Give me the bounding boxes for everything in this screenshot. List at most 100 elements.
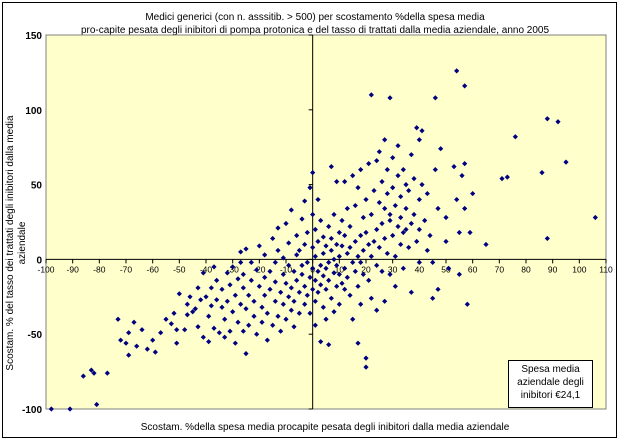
data-point — [248, 277, 254, 283]
data-point — [144, 346, 150, 352]
x-tick-label: -40 — [200, 264, 213, 274]
data-point — [291, 298, 297, 304]
data-point — [360, 271, 366, 277]
data-point — [379, 268, 385, 274]
data-point — [555, 119, 561, 125]
data-point — [323, 243, 329, 249]
data-point — [499, 176, 505, 182]
data-point — [336, 271, 342, 277]
data-point — [243, 246, 249, 252]
data-point — [307, 184, 313, 191]
data-point — [262, 292, 268, 298]
data-point — [267, 286, 273, 292]
data-point — [563, 159, 569, 165]
data-point — [424, 190, 430, 197]
data-point — [592, 214, 598, 221]
y-axis-label-line2: aziendale — [17, 221, 28, 264]
data-point — [184, 312, 190, 318]
data-point — [230, 264, 236, 270]
data-point — [422, 217, 428, 224]
data-point — [432, 95, 438, 101]
data-point — [232, 292, 238, 298]
data-point — [539, 170, 545, 176]
data-point — [224, 298, 230, 304]
data-point — [312, 298, 318, 304]
data-point — [174, 327, 180, 333]
data-point — [280, 271, 286, 277]
data-point — [408, 220, 414, 227]
data-point — [318, 282, 324, 288]
data-point — [416, 259, 422, 265]
data-point — [376, 149, 382, 155]
data-point — [342, 232, 348, 239]
data-point — [382, 205, 388, 212]
data-point — [379, 179, 385, 185]
data-point — [336, 229, 342, 236]
data-point — [299, 216, 305, 222]
data-point — [198, 297, 204, 303]
data-point — [176, 291, 182, 297]
data-point — [259, 304, 265, 310]
data-point — [227, 328, 233, 334]
data-point — [262, 274, 268, 280]
data-point — [384, 167, 390, 173]
data-point — [366, 241, 372, 248]
data-point — [88, 367, 94, 373]
data-point — [206, 339, 212, 345]
data-point — [288, 207, 294, 213]
data-point — [291, 268, 297, 274]
data-point — [296, 247, 302, 254]
data-point — [363, 364, 369, 370]
data-point — [216, 330, 222, 336]
data-point — [163, 316, 169, 322]
annotation-line-1: Spesa media — [521, 364, 580, 375]
data-point — [374, 226, 380, 233]
data-point — [275, 247, 281, 254]
data-point — [350, 259, 356, 265]
data-point — [416, 137, 422, 143]
data-point — [211, 325, 217, 331]
data-point — [347, 223, 353, 230]
data-point — [344, 205, 350, 212]
data-point — [294, 232, 300, 239]
data-point — [240, 285, 246, 291]
data-point — [454, 68, 460, 74]
data-point — [200, 334, 206, 340]
data-point — [363, 355, 369, 361]
data-point — [363, 196, 369, 203]
y-tick-label: 150 — [25, 31, 42, 42]
data-point — [400, 167, 406, 173]
data-point — [395, 223, 401, 230]
data-point — [347, 292, 353, 298]
data-point — [368, 211, 374, 218]
data-point — [414, 125, 420, 131]
data-point — [67, 406, 73, 412]
data-point — [246, 292, 252, 298]
data-point — [395, 173, 401, 179]
data-point — [123, 340, 129, 346]
data-point — [214, 297, 220, 303]
data-point — [403, 226, 409, 233]
data-point — [304, 229, 310, 236]
tick-labels: -100-90-80-70-60-50-40-30-20-10010203040… — [22, 31, 613, 416]
data-point — [544, 116, 550, 122]
data-points — [48, 68, 598, 412]
data-point — [208, 285, 214, 291]
data-point — [419, 128, 425, 134]
data-point — [184, 301, 190, 307]
data-point — [195, 285, 201, 291]
data-point — [320, 273, 326, 279]
data-point — [504, 174, 510, 180]
data-point — [342, 286, 348, 292]
data-point — [459, 173, 465, 179]
data-point — [283, 280, 289, 286]
x-tick-label: -80 — [93, 264, 106, 274]
data-point — [264, 337, 270, 343]
data-point — [360, 247, 366, 254]
data-point — [326, 223, 332, 230]
data-point — [291, 324, 297, 330]
data-point — [464, 301, 470, 307]
x-tick-label: 10 — [335, 264, 345, 274]
chart-subtitle: pro-capite pesata degli inibitori di pom… — [81, 25, 550, 36]
